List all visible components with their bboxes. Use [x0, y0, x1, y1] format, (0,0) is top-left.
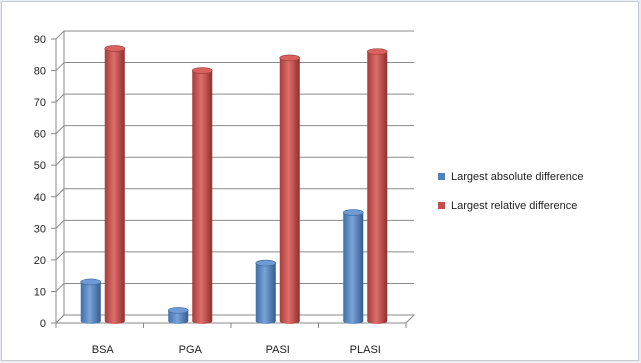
plot-walls: [54, 31, 416, 324]
bar-top: [191, 67, 213, 74]
y-tick-label: 0: [40, 318, 46, 330]
gridline-diagonal: [55, 30, 65, 40]
y-tick-label: 10: [34, 286, 46, 298]
bar-base: [343, 318, 364, 324]
legend-item-relative: Largest relative difference: [438, 191, 584, 220]
gridline-diagonal: [55, 251, 65, 261]
y-tick-label: 20: [34, 255, 46, 267]
bar-group: [80, 45, 388, 324]
bar-body: [367, 51, 388, 321]
bar-top: [167, 307, 189, 314]
bar-plasi-absolute: [342, 209, 364, 324]
bar-base: [104, 318, 125, 324]
bar-top: [255, 259, 277, 267]
y-tick-label: 60: [34, 129, 46, 141]
gridline-diagonal: [55, 156, 65, 166]
bar-body: [168, 310, 189, 321]
bar-body: [279, 57, 300, 321]
x-axis: BSA PGA PASI PLASI: [55, 323, 407, 356]
y-tick-label: 90: [34, 34, 46, 46]
gridline-diagonal: [55, 188, 65, 198]
gridline-diagonal: [55, 93, 65, 103]
bar-base: [367, 318, 388, 324]
y-tick-label: 70: [34, 97, 46, 109]
legend-swatch-absolute: [438, 173, 445, 180]
y-tick-label: 40: [34, 192, 46, 204]
bar-plasi-relative: [366, 48, 388, 324]
bar-top: [366, 48, 388, 55]
bar-body: [104, 48, 125, 321]
bar-bsa-absolute: [80, 278, 102, 324]
gridline-diagonal: [55, 283, 65, 292]
legend-item-absolute: Largest absolute difference: [438, 162, 584, 191]
y-tick-label: 50: [34, 160, 46, 172]
bar-body: [192, 70, 213, 321]
bar-pga-relative: [191, 67, 213, 324]
legend: Largest absolute difference Largest rela…: [438, 162, 584, 220]
bar-body: [343, 212, 364, 321]
legend-swatch-relative: [438, 202, 445, 209]
gridline-diagonal: [55, 219, 65, 229]
bar-top: [80, 278, 102, 286]
bar-pga-absolute: [167, 307, 189, 324]
y-tick-label: 30: [34, 223, 46, 235]
x-tick-label: BSA: [92, 344, 115, 356]
y-tick-label: 80: [34, 66, 46, 78]
gridline-diagonal: [55, 62, 65, 71]
y-axis: 0 10 20 30 40 50 60 70 80 90: [34, 34, 56, 330]
x-tick-label: PGA: [179, 344, 203, 356]
bar-top: [342, 209, 364, 216]
bar-pasi-relative: [279, 54, 301, 324]
gridline-diagonal: [55, 125, 65, 135]
x-tick-label: PLASI: [350, 344, 381, 356]
legend-label-relative: Largest relative difference: [451, 199, 578, 212]
bar-pasi-absolute: [255, 259, 277, 324]
legend-label-absolute: Largest absolute difference: [451, 170, 584, 183]
bar-base: [279, 318, 300, 324]
bar-body: [255, 263, 276, 321]
bar-base: [80, 318, 101, 324]
bar-base: [255, 318, 276, 324]
x-tick-label: PASI: [266, 344, 290, 356]
bar-base: [192, 318, 213, 324]
bar-top: [279, 54, 301, 62]
bar-body: [80, 281, 101, 321]
bar-base: [168, 318, 189, 324]
bar-top: [104, 45, 126, 52]
gridline-diagonal: [55, 314, 65, 324]
bar-bsa-relative: [104, 45, 126, 324]
